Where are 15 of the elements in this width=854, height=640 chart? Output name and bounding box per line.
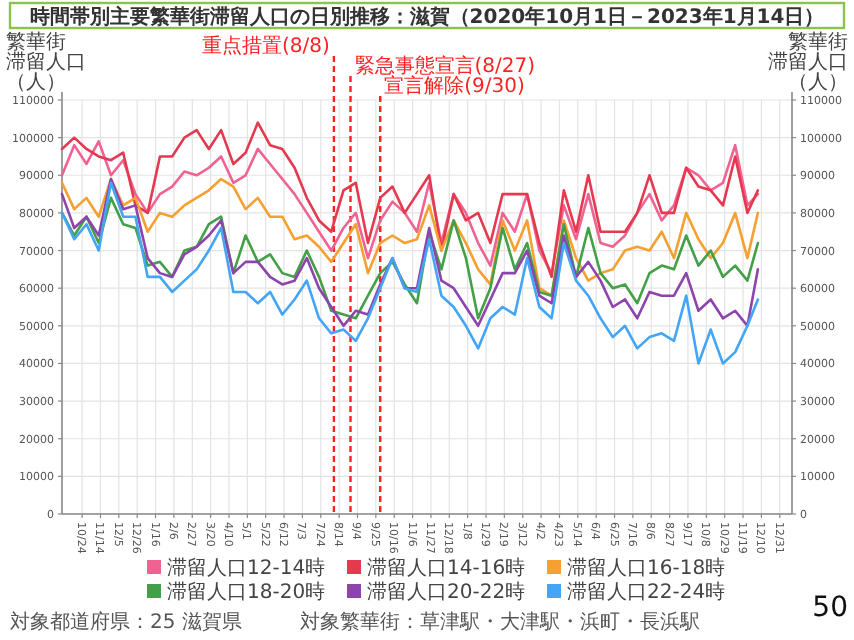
legend-label: 滞留人口18-20時 xyxy=(167,580,326,604)
legend-label: 滞留人口16-18時 xyxy=(567,556,726,580)
text: 50 xyxy=(812,592,848,624)
legend-label: 滞留人口12-14時 xyxy=(167,556,326,580)
legend-label: 滞留人口14-16時 xyxy=(367,556,526,580)
chart-title: 時間帯別主要繁華街滞留人口の日別推移：滋賀（2020年10月1日－2023年1月14日） xyxy=(29,5,825,29)
legend-label: 滞留人口20-22時 xyxy=(367,580,526,604)
legend-label: 滞留人口22-24時 xyxy=(567,580,726,604)
ref-line-label: 重点措置(8/8) xyxy=(202,34,331,58)
ref-line-label: 宣言解除(9/30) xyxy=(384,74,525,98)
y2-axis-title: 繁華街滞留人口（人） xyxy=(768,30,848,94)
text: 対象繁華街：草津駅・大津駅・浜町・長浜駅 xyxy=(300,610,700,634)
text: 対象都道府県：25 滋賀県 xyxy=(10,610,242,634)
y-axis-title: 繁華街滞留人口（人） xyxy=(6,30,86,94)
ref-line-label: 緊急事態宣言(8/27) xyxy=(354,54,536,78)
